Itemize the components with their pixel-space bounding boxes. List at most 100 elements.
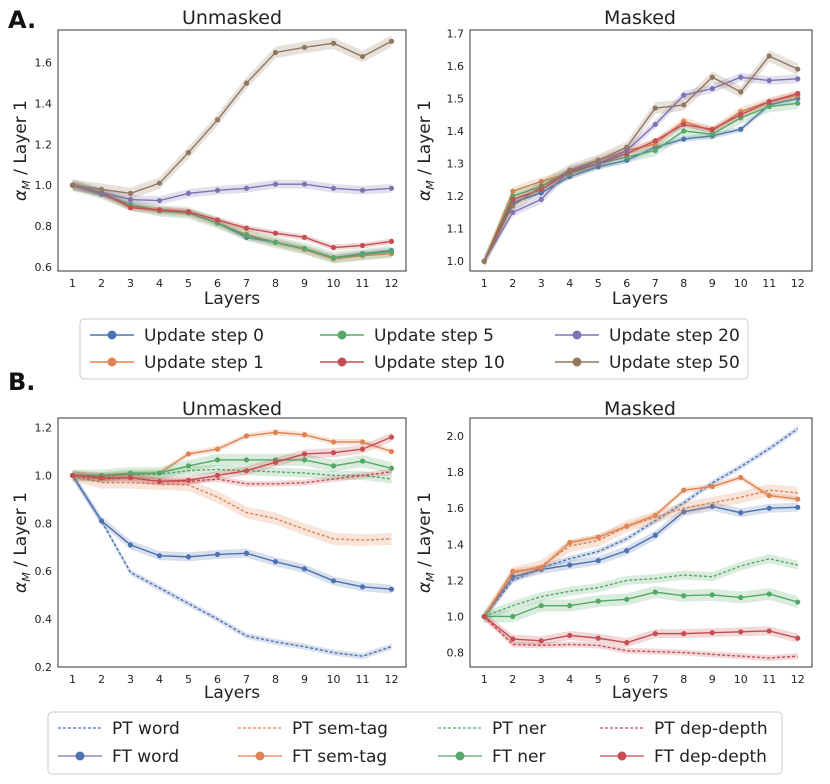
x-tick-label: 1 (481, 673, 488, 686)
data-point (214, 551, 221, 558)
y-tick-label: 0.8 (35, 517, 53, 530)
data-point (98, 518, 105, 524)
y-tick-label: 1.0 (447, 610, 465, 623)
data-point (624, 640, 630, 646)
data-point (388, 465, 395, 471)
data-point (359, 242, 366, 249)
data-point (214, 446, 221, 452)
legend-marker (572, 357, 582, 367)
data-point (681, 631, 687, 637)
data-point (510, 209, 516, 215)
data-point (69, 182, 76, 188)
x-tick-label: 2 (509, 673, 516, 686)
y-axis-label-symbol: α (415, 582, 435, 593)
series-update-step-20 (69, 179, 395, 205)
x-tick-label: 12 (791, 673, 805, 686)
series-line (72, 40, 392, 195)
data-point (624, 596, 630, 602)
data-point (510, 188, 516, 194)
data-point (185, 209, 192, 215)
x-tick-label: 12 (791, 277, 805, 290)
y-tick-label: 1.3 (447, 158, 465, 171)
data-point (359, 584, 366, 590)
y-axis-label-text: / Layer 1 (11, 492, 31, 572)
x-tick-label: 11 (356, 277, 370, 290)
x-axis-label: Layers (204, 683, 260, 703)
series-update-step-50 (481, 50, 801, 268)
data-point (652, 105, 658, 111)
legend-marker (107, 357, 117, 367)
legend-marker (455, 751, 465, 761)
data-point (766, 628, 772, 634)
data-point (127, 196, 134, 203)
data-point (69, 472, 76, 479)
legend-label: Update step 10 (374, 353, 505, 373)
chart-a-unmasked: Unmasked Layers 1 2 3 4 5 6 7 8 9 10 11 120.60.81.0… (11, 7, 407, 309)
legend-label: PT sem-tag (292, 719, 388, 739)
x-tick-label: 6 (623, 673, 630, 686)
data-point (359, 187, 366, 193)
legend-entry: FT sem-tag (238, 747, 387, 767)
data-point (709, 126, 715, 132)
data-point (709, 131, 715, 137)
x-tick-label: 9 (709, 673, 716, 686)
data-point (567, 539, 573, 546)
data-point (301, 566, 308, 572)
legend-marker (75, 751, 85, 761)
y-axis-label-symbol: α (11, 582, 31, 593)
data-point (538, 178, 544, 185)
data-point (359, 252, 366, 258)
y-tick-label: 1.4 (35, 98, 53, 111)
series-ft-ner (69, 453, 395, 482)
y-axis-label-text: / Layer 1 (415, 100, 435, 180)
x-tick-label: 5 (185, 277, 192, 290)
data-point (681, 593, 687, 599)
x-tick-label: 9 (301, 277, 308, 290)
x-axis-label: Layers (612, 289, 668, 309)
data-point (681, 92, 687, 98)
data-point (681, 509, 687, 515)
series-line (483, 76, 798, 262)
y-axis-label: αM / Layer 1 (11, 492, 33, 593)
series-line (72, 431, 392, 477)
x-tick-label: 8 (272, 277, 279, 290)
y-axis-label-text: / Layer 1 (415, 492, 435, 572)
y-tick-label: 0.8 (447, 647, 465, 660)
data-point (510, 613, 516, 620)
y-tick-label: 1.8 (447, 466, 465, 479)
legend-label: FT sem-tag (292, 747, 387, 767)
x-tick-label: 10 (327, 277, 341, 290)
series-band (72, 469, 392, 547)
x-tick-label: 9 (301, 673, 308, 686)
y-tick-label: 0.4 (35, 613, 53, 626)
legend-marker (337, 357, 347, 367)
legend-entry: Update step 50 (555, 353, 740, 373)
data-point (681, 102, 687, 108)
data-point (301, 245, 308, 252)
chart-title: Masked (604, 7, 676, 29)
series-line (72, 471, 392, 485)
data-point (567, 562, 573, 568)
plot-frame (469, 29, 813, 272)
legend-label: Update step 0 (144, 326, 264, 346)
legend-entry: FT dep-depth (600, 747, 767, 767)
data-point (510, 568, 516, 574)
data-point (185, 190, 192, 196)
data-point (595, 635, 601, 641)
data-point (127, 475, 134, 481)
series-line (483, 102, 798, 262)
data-point (652, 512, 658, 519)
legend-label: Update step 5 (374, 326, 494, 346)
series-pt-dep-depth (483, 613, 798, 661)
data-point (330, 463, 337, 469)
series-band (484, 97, 798, 268)
data-point (538, 638, 544, 644)
x-axis-label: Layers (612, 683, 668, 703)
panel-label-a: A. (8, 6, 36, 34)
series-update-step-50 (69, 35, 395, 200)
data-point (388, 448, 395, 455)
data-point (98, 186, 105, 192)
x-tick-label: 4 (566, 673, 573, 686)
data-point (330, 40, 337, 46)
y-tick-label: 0.8 (35, 220, 53, 233)
